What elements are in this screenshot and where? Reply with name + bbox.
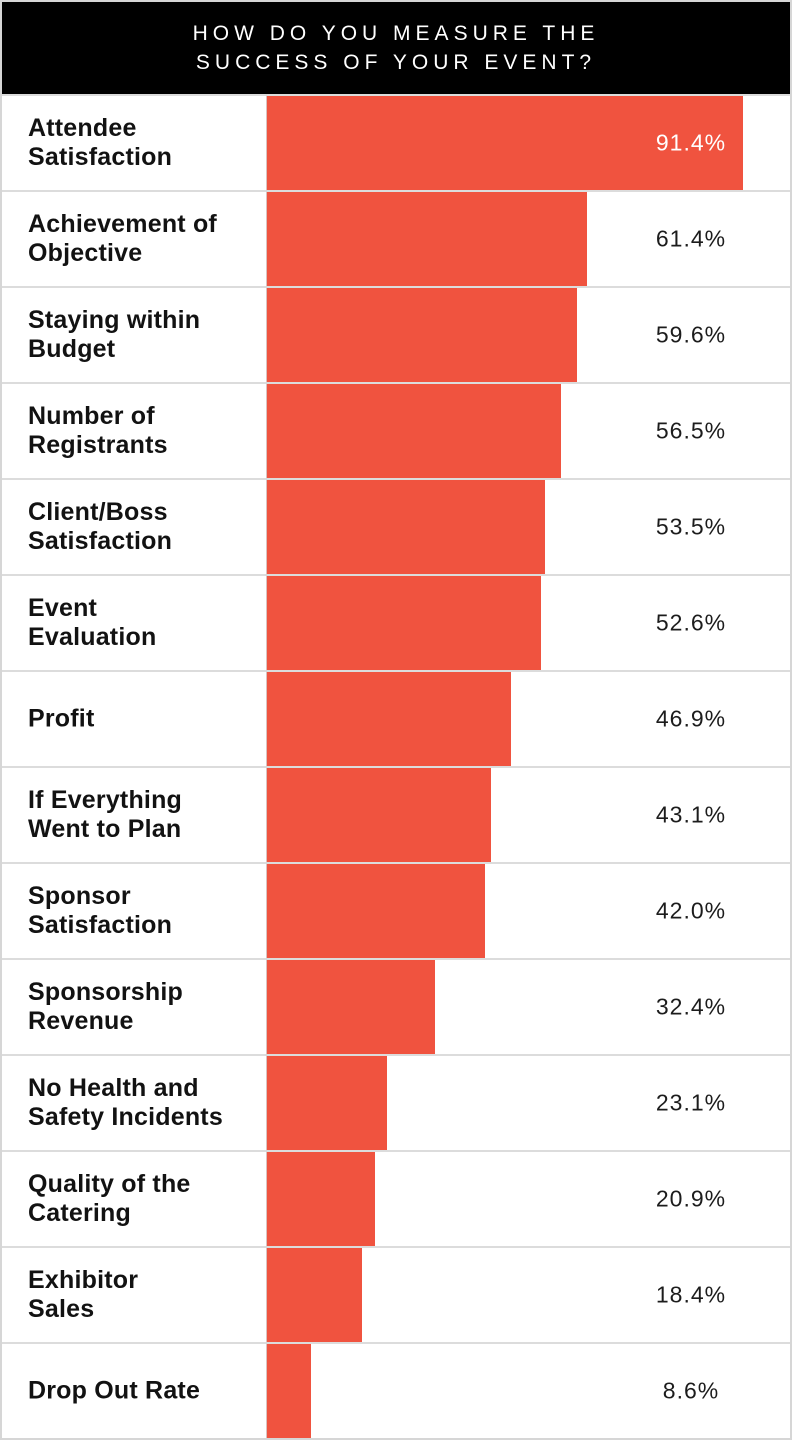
value-label: 8.6% — [662, 1377, 720, 1404]
value-label: 56.5% — [655, 417, 727, 444]
category-label-line: Satisfaction — [28, 527, 173, 555]
category-label-line: Drop Out Rate — [28, 1376, 201, 1405]
bar — [266, 672, 511, 766]
value-label: 52.6% — [655, 609, 727, 636]
chart-row: Event Evaluation 52.6% — [2, 574, 790, 670]
bar — [266, 1152, 376, 1246]
category-label-line: Client/Boss — [28, 498, 168, 526]
bar — [266, 480, 546, 574]
chart-title-band: HOW DO YOU MEASURE THE SUCCESS OF YOUR E… — [2, 2, 790, 94]
category-label-line: Catering — [28, 1199, 132, 1227]
category-label-line: Went to Plan — [28, 815, 182, 843]
category-label-line: Satisfaction — [28, 143, 173, 171]
category-label: No Health and Safety Incidents — [28, 1074, 258, 1132]
category-label: Sponsorship Revenue — [28, 978, 258, 1036]
bar — [266, 384, 561, 478]
category-label-line: Profit — [28, 704, 95, 733]
bar — [266, 96, 744, 190]
category-label: Achievement of Objective — [28, 210, 258, 268]
chart-row: Profit 46.9% — [2, 670, 790, 766]
chart-row: Achievement of Objective 61.4% — [2, 190, 790, 286]
value-label: 20.9% — [655, 1185, 727, 1212]
category-label: Staying within Budget — [28, 306, 258, 364]
bar — [266, 1344, 311, 1438]
bar — [266, 1248, 362, 1342]
bar — [266, 1056, 387, 1150]
category-label-line: Sponsor — [28, 882, 131, 910]
bar — [266, 768, 491, 862]
chart-row: Staying within Budget 59.6% — [2, 286, 790, 382]
category-label: Event Evaluation — [28, 594, 258, 652]
category-label-line: Event — [28, 594, 98, 622]
chart-row: Quality of the Catering 20.9% — [2, 1150, 790, 1246]
chart-title-line-1: HOW DO YOU MEASURE THE — [192, 22, 600, 45]
category-label: Number of Registrants — [28, 402, 258, 460]
category-label: Attendee Satisfaction — [28, 114, 258, 172]
category-label-line: Attendee — [28, 114, 137, 142]
category-label-line: Sales — [28, 1295, 95, 1323]
value-label: 53.5% — [655, 513, 727, 540]
plot-area-divider — [266, 94, 267, 1438]
chart-row: If Everything Went to Plan 43.1% — [2, 766, 790, 862]
value-label: 42.0% — [655, 897, 727, 924]
value-label: 18.4% — [655, 1281, 727, 1308]
value-label: 59.6% — [655, 321, 727, 348]
chart-row: Number of Registrants 56.5% — [2, 382, 790, 478]
category-label-line: Achievement of — [28, 210, 217, 238]
chart-row: Sponsor Satisfaction 42.0% — [2, 862, 790, 958]
category-label-line: Safety Incidents — [28, 1103, 223, 1131]
category-label-line: Registrants — [28, 431, 168, 459]
category-label-line: No Health and — [28, 1074, 199, 1102]
category-label: Client/Boss Satisfaction — [28, 498, 258, 556]
category-label-line: Objective — [28, 239, 143, 267]
category-label: Sponsor Satisfaction — [28, 882, 258, 940]
bar — [266, 960, 436, 1054]
category-label-line: If Everything — [28, 786, 183, 814]
value-label: 91.4% — [655, 129, 727, 156]
bar-chart-rows: Attendee Satisfaction 91.4% Achievement of O… — [2, 94, 790, 1438]
value-label: 46.9% — [655, 705, 727, 732]
chart-row: Exhibitor Sales 18.4% — [2, 1246, 790, 1342]
value-label: 32.4% — [655, 993, 727, 1020]
category-label-line: Quality of the — [28, 1170, 191, 1198]
chart-row: Drop Out Rate 8.6% — [2, 1342, 790, 1438]
bar — [266, 288, 578, 382]
value-label: 61.4% — [655, 225, 727, 252]
bar — [266, 576, 541, 670]
category-label-line: Revenue — [28, 1007, 134, 1035]
category-label-line: Budget — [28, 335, 116, 363]
chart-row: Sponsorship Revenue 32.4% — [2, 958, 790, 1054]
category-label-line: Staying within — [28, 306, 201, 334]
category-label: Exhibitor Sales — [28, 1266, 258, 1324]
category-label-line: Sponsorship — [28, 978, 183, 1006]
category-label-line: Satisfaction — [28, 911, 173, 939]
category-label: Quality of the Catering — [28, 1170, 258, 1228]
bar — [266, 192, 587, 286]
category-label: Profit — [28, 705, 258, 734]
bar — [266, 864, 486, 958]
category-label-line: Exhibitor — [28, 1266, 139, 1294]
category-label: If Everything Went to Plan — [28, 786, 258, 844]
chart-row: No Health and Safety Incidents 23.1% — [2, 1054, 790, 1150]
category-label-line: Evaluation — [28, 623, 157, 651]
category-label-line: Number of — [28, 402, 155, 430]
category-label: Drop Out Rate — [28, 1377, 258, 1406]
chart-row: Client/Boss Satisfaction 53.5% — [2, 478, 790, 574]
value-label: 23.1% — [655, 1089, 727, 1116]
value-label: 43.1% — [655, 801, 727, 828]
chart-title-line-2: SUCCESS OF YOUR EVENT? — [195, 51, 597, 74]
chart-row: Attendee Satisfaction 91.4% — [2, 94, 790, 190]
